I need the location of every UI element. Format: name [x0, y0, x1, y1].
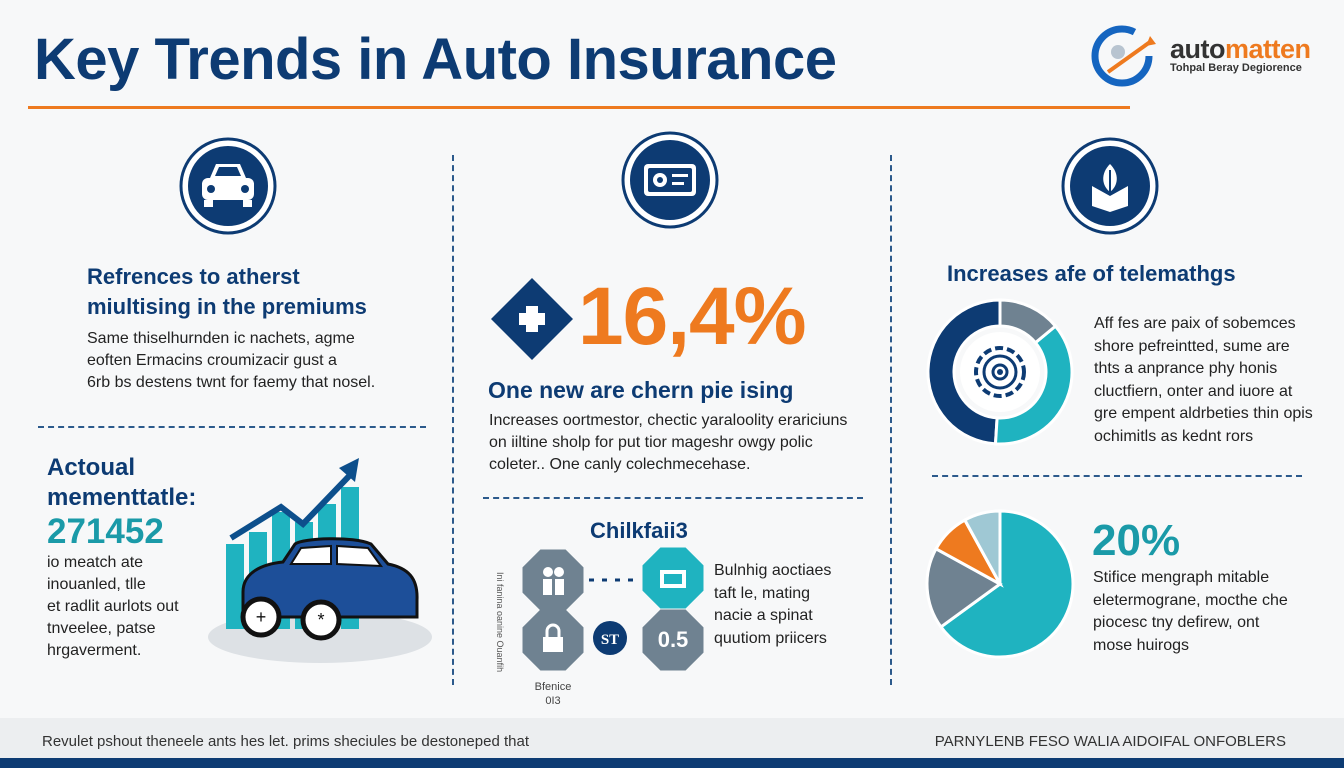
- footer-right-text: PARNYLENB FESO WALIA AIDOIFAL ONFOBLERS: [934, 733, 1286, 750]
- pie-slice: [938, 509, 1075, 659]
- column2-sub-heading: Chilkfaii3: [590, 518, 688, 543]
- people-icon: [522, 549, 584, 611]
- logo-gauge-icon: [1091, 25, 1156, 87]
- column-divider: [452, 155, 454, 685]
- text-line: eletermograne, mocthe che: [1093, 591, 1288, 609]
- text-line: piocesc tny defirew, ont: [1093, 614, 1260, 631]
- column3-heading: Increases afe of telemathgs: [947, 261, 1236, 286]
- text-line: et radlit aurlots out: [47, 598, 179, 615]
- text-line: ochimitls as kednt rors: [1094, 427, 1254, 445]
- gear-icon: [974, 346, 1026, 398]
- column2-stat-value: 16,4%: [578, 271, 807, 362]
- column3-stat-body: Stifice mengraph mitable eletermograne, …: [1093, 567, 1288, 657]
- st-label: ST: [601, 632, 619, 648]
- section-divider: [38, 426, 426, 428]
- hexagon-cluster: ST 0.5: [522, 547, 704, 671]
- donut-slice: [926, 298, 1002, 446]
- text-line: on iiltine sholp for put tior mageshr ow…: [489, 434, 813, 451]
- text-line: Increases oortmestor, chectic yaraloolit…: [489, 412, 848, 429]
- text-line: eoften Ermacins croumizacir gust a: [87, 352, 337, 369]
- column2-body: Increases oortmestor, chectic yaraloolit…: [489, 410, 847, 476]
- car-icon: [179, 137, 277, 235]
- section-divider: [932, 475, 1302, 477]
- footer-strip: [0, 758, 1344, 768]
- st-badge: [593, 621, 627, 655]
- medical-cross-diamond-icon: [491, 278, 573, 360]
- id-card-icon: [621, 131, 719, 229]
- car-with-rising-bar-chart: + *: [208, 458, 432, 663]
- logo-name-1: auto: [1170, 34, 1226, 64]
- column3-stat-value: 20%: [1092, 516, 1181, 565]
- donut-chart: [926, 298, 1074, 446]
- column3-body: Aff fes are paix of sobemces shore pefre…: [1094, 313, 1313, 448]
- column1-heading-line1: Refrences to atherst: [87, 264, 300, 289]
- section-divider: [483, 497, 863, 499]
- svg-text:+: +: [256, 607, 267, 627]
- text-line: cluctfiern, onter and iuore at: [1094, 382, 1293, 400]
- bottom-label-line1: Bfenice: [534, 681, 572, 693]
- pie-chart: [925, 509, 1075, 659]
- growth-leaf-icon: [1061, 137, 1159, 235]
- text-line: io meatch ate: [47, 554, 144, 571]
- text-line: tnveelee, patse: [47, 620, 156, 637]
- text-line: thts a anprance phy honis: [1094, 360, 1278, 377]
- text-line: Aff fes are paix of sobemces: [1094, 315, 1296, 332]
- footer-left-text: Revulet pshout theneele ants hes let. pr…: [42, 733, 529, 750]
- svg-text:*: *: [317, 610, 324, 630]
- column2-right-text: Bulnhig aoctiaes taft le, mating nacie a…: [714, 560, 831, 650]
- column2-heading: One new are chern pie ising: [488, 377, 794, 403]
- pie-slice: [925, 546, 1003, 630]
- column1-stat-body: io meatch ate inouanled, tlle et radlit …: [47, 552, 179, 662]
- text-line: taft le, mating: [714, 584, 811, 602]
- text-line: mose huirogs: [1093, 636, 1190, 654]
- footer: [0, 718, 1344, 758]
- text-line: nacie a spinat: [714, 607, 813, 624]
- text-line: Bulnhig aoctiaes: [714, 562, 832, 579]
- column1-stat-value: 271452: [47, 512, 164, 551]
- text-line: shore pefreintted, sume are: [1094, 337, 1290, 355]
- stat-label-line2: mementtatle:: [47, 484, 197, 511]
- column-divider: [890, 155, 892, 685]
- text-line: coleter.. One canly colechmecehase.: [489, 456, 751, 473]
- page-title: Key Trends in Auto Insurance: [34, 27, 837, 92]
- column1-body: Same thiselhurnden ic nachets, agme eoft…: [87, 328, 375, 394]
- value-hexagon: [642, 609, 704, 671]
- logo: automatten Tohpal Beray Degiorence: [1090, 24, 1330, 88]
- pie-slice: [962, 509, 1002, 585]
- text-line: quutiom priicers: [714, 629, 827, 647]
- donut-slice: [993, 323, 1074, 446]
- lock-icon: [522, 609, 584, 671]
- logo-tagline: Tohpal Beray Degiorence: [1170, 62, 1302, 74]
- column1-heading-line2: miultising in the premiums: [87, 294, 367, 319]
- title-divider: [28, 106, 1130, 109]
- text-line: 6rb bs destens twnt for faemy that nosel…: [87, 374, 376, 391]
- text-line: Same thiselhurnden ic nachets, agme: [87, 330, 355, 347]
- stat-label-line1: Actoual: [47, 454, 136, 481]
- text-line: hrgaverment.: [47, 642, 142, 659]
- donut-slice: [998, 298, 1058, 345]
- hexagon-value: 0.5: [658, 627, 689, 652]
- logo-name-2: matten: [1225, 34, 1311, 64]
- text-line: Stifice mengraph mitable: [1093, 569, 1270, 586]
- text-line: gre empent aldrbeties thin opis: [1094, 405, 1313, 422]
- text-line: inouanled, tlle: [47, 576, 146, 593]
- side-label: Ini fanina oanine Ouanfih: [495, 572, 505, 673]
- monitor-icon: [642, 547, 704, 609]
- bottom-label-line2: 0I3: [545, 695, 561, 707]
